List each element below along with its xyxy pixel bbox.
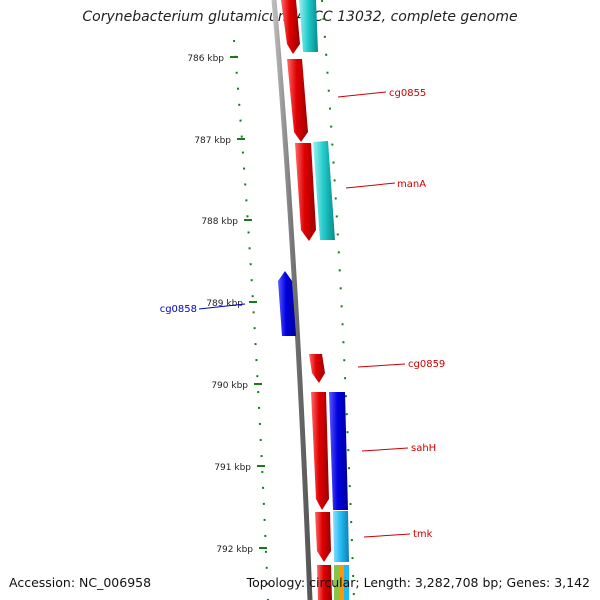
tick-label: 788 kbp — [201, 217, 238, 227]
gene-label-cg0859[interactable]: cg0859 — [408, 359, 445, 370]
gene-label-tmk[interactable]: tmk — [413, 529, 433, 540]
cog-segment[interactable] — [333, 511, 349, 562]
leader-line — [357, 363, 406, 368]
accession-text: Accession: NC_006958 — [9, 575, 152, 590]
cog-segment[interactable] — [334, 565, 339, 600]
gene-arrow-cg0859[interactable] — [309, 354, 325, 383]
tick-label: 790 kbp — [211, 381, 248, 391]
gene-arrow-forward[interactable] — [281, 0, 300, 54]
tick-label: 787 kbp — [194, 136, 231, 146]
tick-label: 792 kbp — [216, 545, 253, 555]
cog-segment[interactable] — [299, 0, 318, 52]
minor-ticks — [233, 39, 269, 600]
genome-backbone — [271, 0, 313, 600]
gene-arrow-cg0855[interactable] — [287, 59, 308, 142]
tick-label: 791 kbp — [214, 463, 251, 473]
gene-label-sahH[interactable]: sahH — [411, 443, 436, 454]
leader-line — [363, 533, 411, 538]
map-title: Corynebacterium glutamicum ATCC 13032, c… — [82, 9, 518, 25]
gene-arrow-tmk[interactable] — [315, 512, 331, 562]
tick-label: 789 kbp — [206, 299, 243, 309]
gene-label-cg0858[interactable]: cg0858 — [160, 304, 197, 315]
gene-arrow-cg0858[interactable] — [278, 271, 296, 336]
gene-label-manA[interactable]: manA — [397, 179, 426, 190]
leader-line — [337, 91, 387, 98]
gene-track — [278, 0, 332, 600]
gene-arrow-forward[interactable] — [317, 565, 332, 600]
leader-line — [361, 447, 409, 452]
cog-segment[interactable] — [339, 565, 344, 600]
cog-track — [299, 0, 349, 600]
gene-label-cg0855[interactable]: cg0855 — [389, 88, 426, 99]
leader-line — [198, 303, 246, 310]
cog-segment[interactable] — [344, 565, 349, 600]
tick-label: 786 kbp — [187, 54, 224, 64]
gene-label-leaders — [198, 91, 411, 538]
cog-segment[interactable] — [313, 141, 335, 240]
gene-arrow-sahH[interactable] — [311, 392, 329, 510]
cog-segment[interactable] — [329, 392, 348, 510]
leader-line — [345, 182, 396, 189]
outer-guide — [321, 0, 355, 600]
genome-summary-text: Topology: circular; Length: 3,282,708 bp… — [246, 575, 590, 590]
gene-arrow-manA[interactable] — [295, 143, 316, 241]
gene-labels: cg0855 manA cg0858 cg0859 sahH tmk — [160, 88, 446, 540]
tick-scale: 786 kbp 787 kbp 788 kbp 789 kbp 790 kbp … — [187, 39, 269, 600]
